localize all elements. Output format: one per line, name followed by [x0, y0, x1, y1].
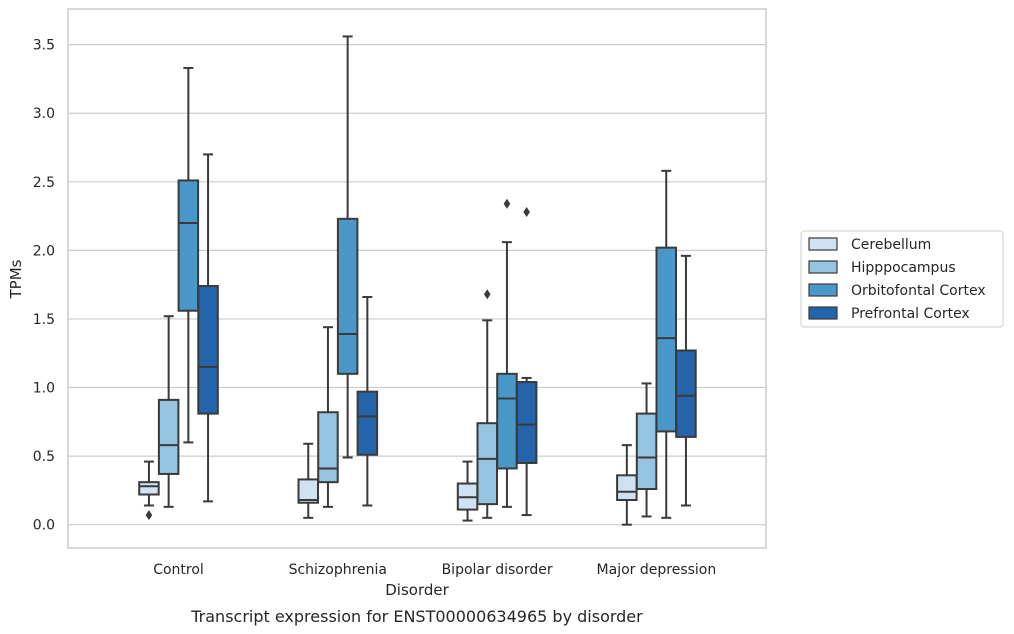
legend-label: Orbitofontal Cortex	[851, 283, 986, 299]
x-axis-label: Disorder	[385, 581, 449, 599]
y-tick-label: 2.0	[33, 243, 55, 259]
box-body	[356, 390, 379, 456]
chart-caption: Transcript expression for ENST0000063496…	[190, 607, 643, 626]
box-body	[197, 285, 219, 415]
outlier-point	[523, 206, 530, 217]
y-tick-label: 3.5	[33, 38, 55, 54]
box-body	[317, 411, 339, 484]
y-tick-label: 3.0	[33, 106, 55, 122]
grid-lines	[68, 44, 766, 526]
legend: Cerebellum Hipppocampus Orbitofontal Corte…	[800, 230, 1004, 328]
x-tick-label: Schizophrenia	[289, 562, 387, 578]
box-3-2	[655, 169, 677, 519]
box-body	[336, 217, 359, 375]
box-body	[138, 481, 160, 496]
legend-swatch	[808, 283, 838, 297]
y-tick-label: 1.5	[33, 312, 55, 328]
y-tick-label: 2.5	[33, 175, 55, 191]
legend-swatch	[808, 260, 838, 274]
x-tick-labels: Control Schizophrenia Bipolar disorder Majo…	[153, 562, 716, 578]
box-group	[138, 35, 697, 526]
legend-swatch	[808, 306, 838, 320]
box-body	[515, 381, 538, 464]
x-tick-label: Bipolar disorder	[442, 562, 553, 578]
y-tick-label: 0.5	[33, 449, 55, 465]
outlier-point	[145, 510, 153, 521]
box-3-0	[616, 444, 638, 526]
box-3-3	[675, 254, 697, 507]
legend-frame	[800, 230, 1004, 328]
x-tick-label: Major depression	[597, 562, 717, 578]
box-body	[157, 398, 180, 475]
y-tick-label: 1.0	[33, 381, 55, 397]
box-body	[655, 246, 677, 433]
box-1-1	[317, 326, 339, 508]
x-tick-label: Control	[153, 562, 204, 578]
legend-swatch	[808, 237, 838, 251]
box-body	[635, 412, 658, 491]
box-0-2	[177, 66, 200, 444]
legend-label: Prefrontal Cortex	[851, 306, 970, 322]
box-body	[177, 179, 200, 312]
box-0-3	[197, 153, 219, 503]
box-body	[675, 349, 697, 438]
box-body	[476, 422, 498, 506]
box-2-1	[476, 289, 498, 519]
box-0-1	[157, 315, 180, 508]
y-tick-labels: 0.0 0.5 1.0 1.5 2.0 2.5 3.0 3.5	[33, 38, 55, 534]
box-1-3	[356, 296, 379, 507]
box-3-1	[635, 382, 658, 518]
box-2-3	[515, 206, 538, 517]
box-body	[297, 478, 319, 504]
y-tick-label: 0.0	[33, 518, 55, 534]
outlier-point	[503, 198, 511, 209]
box-1-2	[336, 35, 359, 459]
outlier-point	[483, 289, 491, 300]
legend-label: Cerebellum	[851, 237, 931, 253]
box-1-0	[297, 442, 319, 519]
box-0-0	[138, 460, 160, 521]
box-body	[496, 372, 518, 470]
plot-frame	[67, 8, 767, 549]
legend-label: Hipppocampus	[851, 260, 956, 276]
y-axis-label: TPMs	[7, 259, 25, 299]
box-body	[616, 474, 638, 501]
